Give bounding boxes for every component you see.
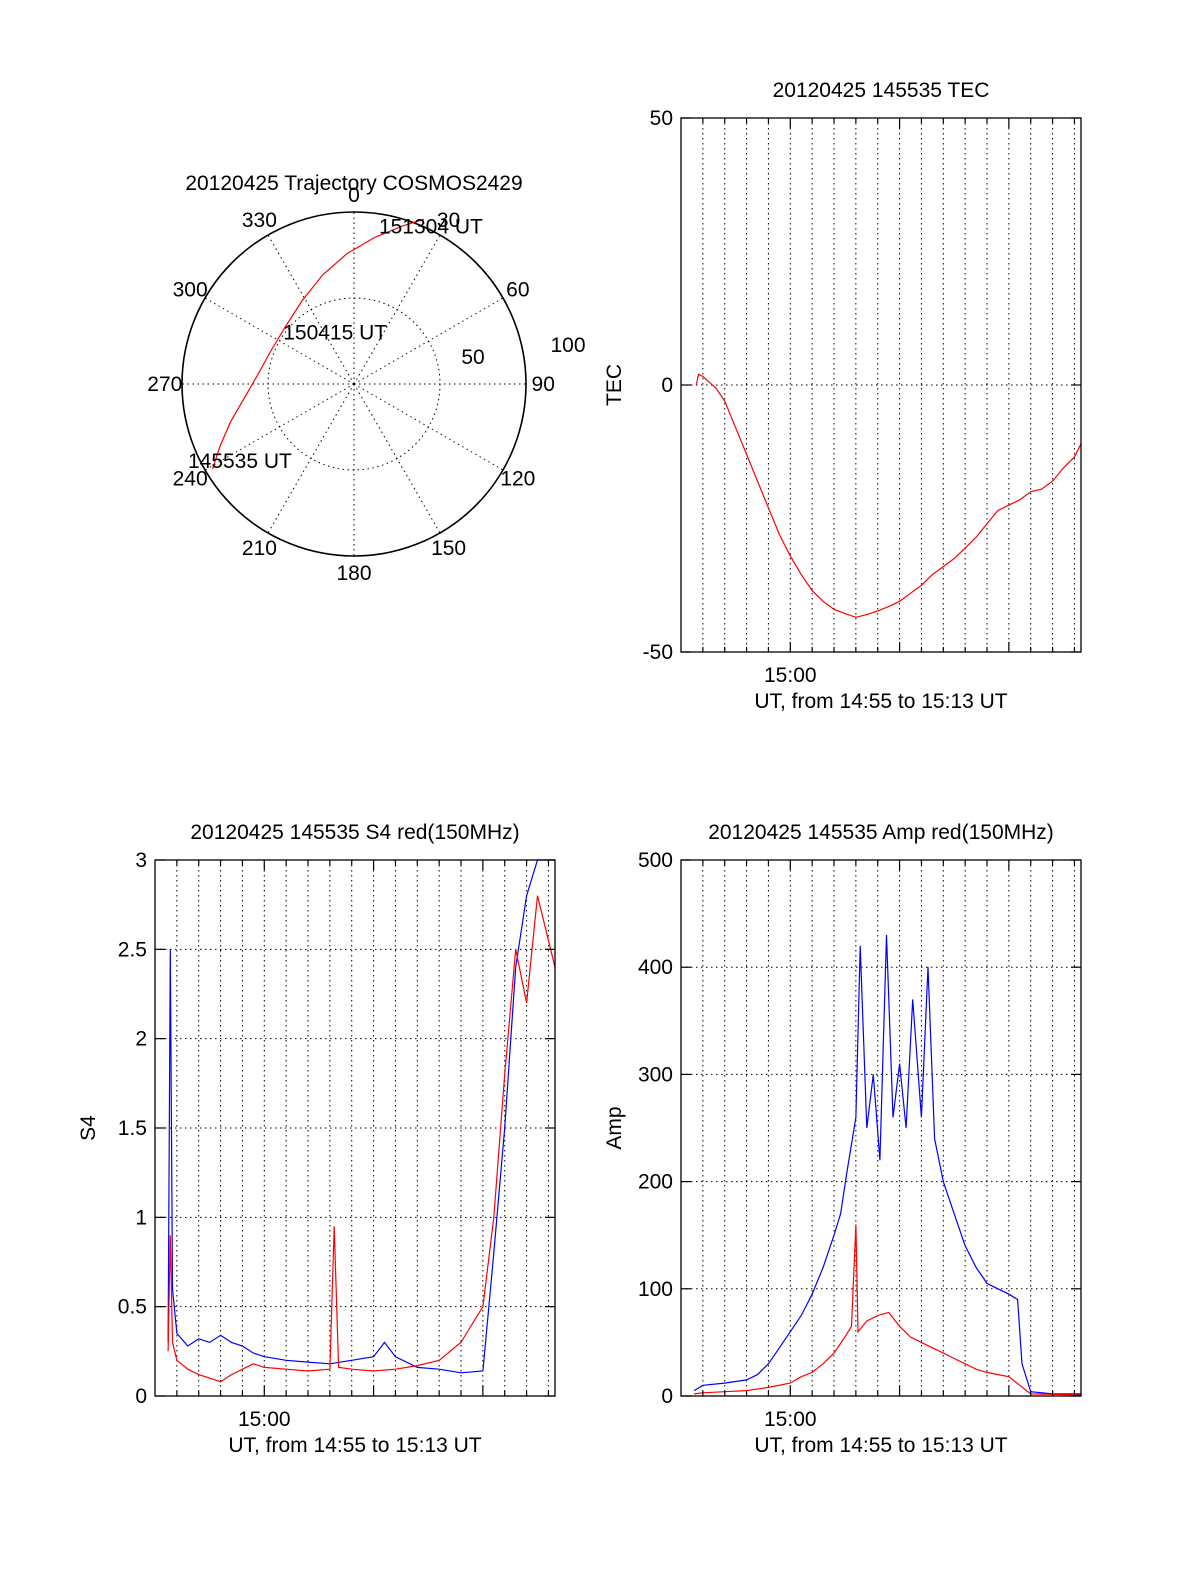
y-tick-label: 500 bbox=[638, 849, 673, 872]
ticks: 0 0.5 1 1.5 2 2.5 3 15:00 bbox=[118, 849, 555, 1431]
azimuth-spoke bbox=[353, 234, 441, 385]
y-tick-label: 0 bbox=[135, 1385, 147, 1408]
azimuth-label: 210 bbox=[242, 537, 277, 560]
y-tick-label: 50 bbox=[650, 107, 673, 130]
x-axis-label: UT, from 14:55 to 15:13 UT bbox=[228, 1434, 481, 1457]
series-line bbox=[167, 859, 555, 1374]
x-tick-label: 15:00 bbox=[764, 1408, 817, 1431]
y-axis-label: TEC bbox=[603, 364, 626, 406]
y-tick-label: 0.5 bbox=[118, 1296, 147, 1319]
azimuth-spoke bbox=[353, 383, 441, 534]
azimuth-spoke bbox=[204, 383, 355, 471]
azimuth-labels: 0 30 60 90 120 150 180 210 240 270 300 330 bbox=[147, 184, 555, 585]
y-tick-label: 1 bbox=[135, 1206, 147, 1229]
ticks: -50 0 50 15:00 bbox=[643, 107, 1081, 687]
azimuth-label: 300 bbox=[173, 278, 208, 301]
tec-panel: 20120425 145535 TEC UT, from 14:55 to 15… bbox=[603, 79, 1082, 713]
azimuth-label: 60 bbox=[506, 278, 529, 301]
series-line bbox=[694, 1224, 1082, 1396]
series bbox=[695, 373, 1082, 618]
series-line bbox=[695, 373, 1082, 618]
y-tick-label: 100 bbox=[638, 1278, 673, 1301]
amp-panel: 20120425 145535 Amp red(150MHz) UT, from… bbox=[603, 821, 1082, 1457]
polar-grid bbox=[181, 211, 527, 557]
chart-title: 20120425 145535 S4 red(150MHz) bbox=[190, 821, 519, 844]
y-tick-label: 3 bbox=[135, 849, 147, 872]
plot-frame bbox=[680, 117, 1082, 653]
series-line bbox=[167, 895, 556, 1383]
grid bbox=[681, 860, 1081, 1396]
plot-frame bbox=[154, 859, 556, 1397]
x-axis-label: UT, from 14:55 to 15:13 UT bbox=[754, 690, 1007, 713]
y-tick-label: 1.5 bbox=[118, 1117, 147, 1140]
azimuth-label: 30 bbox=[437, 209, 460, 232]
trajectory-annotation: 151304 UT bbox=[379, 215, 483, 238]
y-tick-label: 300 bbox=[638, 1063, 673, 1086]
chart-title: 20120425 Trajectory COSMOS2429 bbox=[185, 172, 522, 195]
s4-panel: 20120425 145535 S4 red(150MHz) UT, from … bbox=[77, 821, 556, 1457]
grid bbox=[155, 860, 555, 1396]
series bbox=[167, 859, 556, 1383]
y-tick-label: 400 bbox=[638, 956, 673, 979]
y-axis-label: Amp bbox=[603, 1106, 626, 1149]
azimuth-spoke bbox=[267, 234, 355, 385]
trajectory-series bbox=[211, 218, 425, 470]
y-tick-label: 200 bbox=[638, 1171, 673, 1194]
azimuth-label: 150 bbox=[431, 537, 466, 560]
azimuth-label: 330 bbox=[242, 209, 277, 232]
trajectory-line bbox=[211, 218, 425, 470]
chart-title: 20120425 145535 TEC bbox=[773, 79, 990, 102]
grid bbox=[681, 118, 1081, 652]
azimuth-spoke bbox=[204, 297, 355, 385]
azimuth-spoke bbox=[353, 297, 504, 385]
series bbox=[693, 934, 1082, 1396]
azimuth-label: 90 bbox=[532, 373, 555, 396]
x-tick-label: 15:00 bbox=[764, 664, 817, 687]
azimuth-label: 180 bbox=[336, 562, 371, 585]
azimuth-label: 240 bbox=[173, 468, 208, 491]
ring-label: 100 bbox=[550, 334, 585, 357]
y-tick-label: -50 bbox=[643, 641, 673, 664]
polar-trajectory-panel: 20120425 Trajectory COSMOS2429 0 30 60 90 12… bbox=[147, 172, 585, 585]
plot-frame bbox=[680, 859, 1082, 1397]
azimuth-label: 270 bbox=[147, 373, 182, 396]
ring-labels: 50 100 bbox=[461, 334, 585, 369]
ring-label: 50 bbox=[461, 346, 484, 369]
ticks: 0 100 200 300 400 500 15:00 bbox=[638, 849, 1081, 1431]
outer-circle bbox=[181, 211, 527, 557]
y-tick-label: 0 bbox=[661, 374, 673, 397]
series-line bbox=[693, 934, 1081, 1395]
y-tick-label: 2 bbox=[135, 1028, 147, 1051]
chart-title: 20120425 145535 Amp red(150MHz) bbox=[708, 821, 1054, 844]
trajectory-annotations: 151304 UT 150415 UT 145535 UT bbox=[188, 215, 483, 473]
trajectory-annotation: 150415 UT bbox=[283, 321, 387, 344]
azimuth-label: 0 bbox=[348, 184, 360, 207]
azimuth-spoke bbox=[267, 383, 355, 534]
x-tick-label: 15:00 bbox=[238, 1408, 291, 1431]
x-axis-label: UT, from 14:55 to 15:13 UT bbox=[754, 1434, 1007, 1457]
y-tick-label: 2.5 bbox=[118, 938, 147, 961]
azimuth-spoke bbox=[353, 383, 504, 471]
trajectory-annotation: 145535 UT bbox=[188, 450, 292, 473]
azimuth-label: 120 bbox=[500, 468, 535, 491]
y-axis-label: S4 bbox=[77, 1115, 100, 1141]
y-tick-label: 0 bbox=[661, 1385, 673, 1408]
